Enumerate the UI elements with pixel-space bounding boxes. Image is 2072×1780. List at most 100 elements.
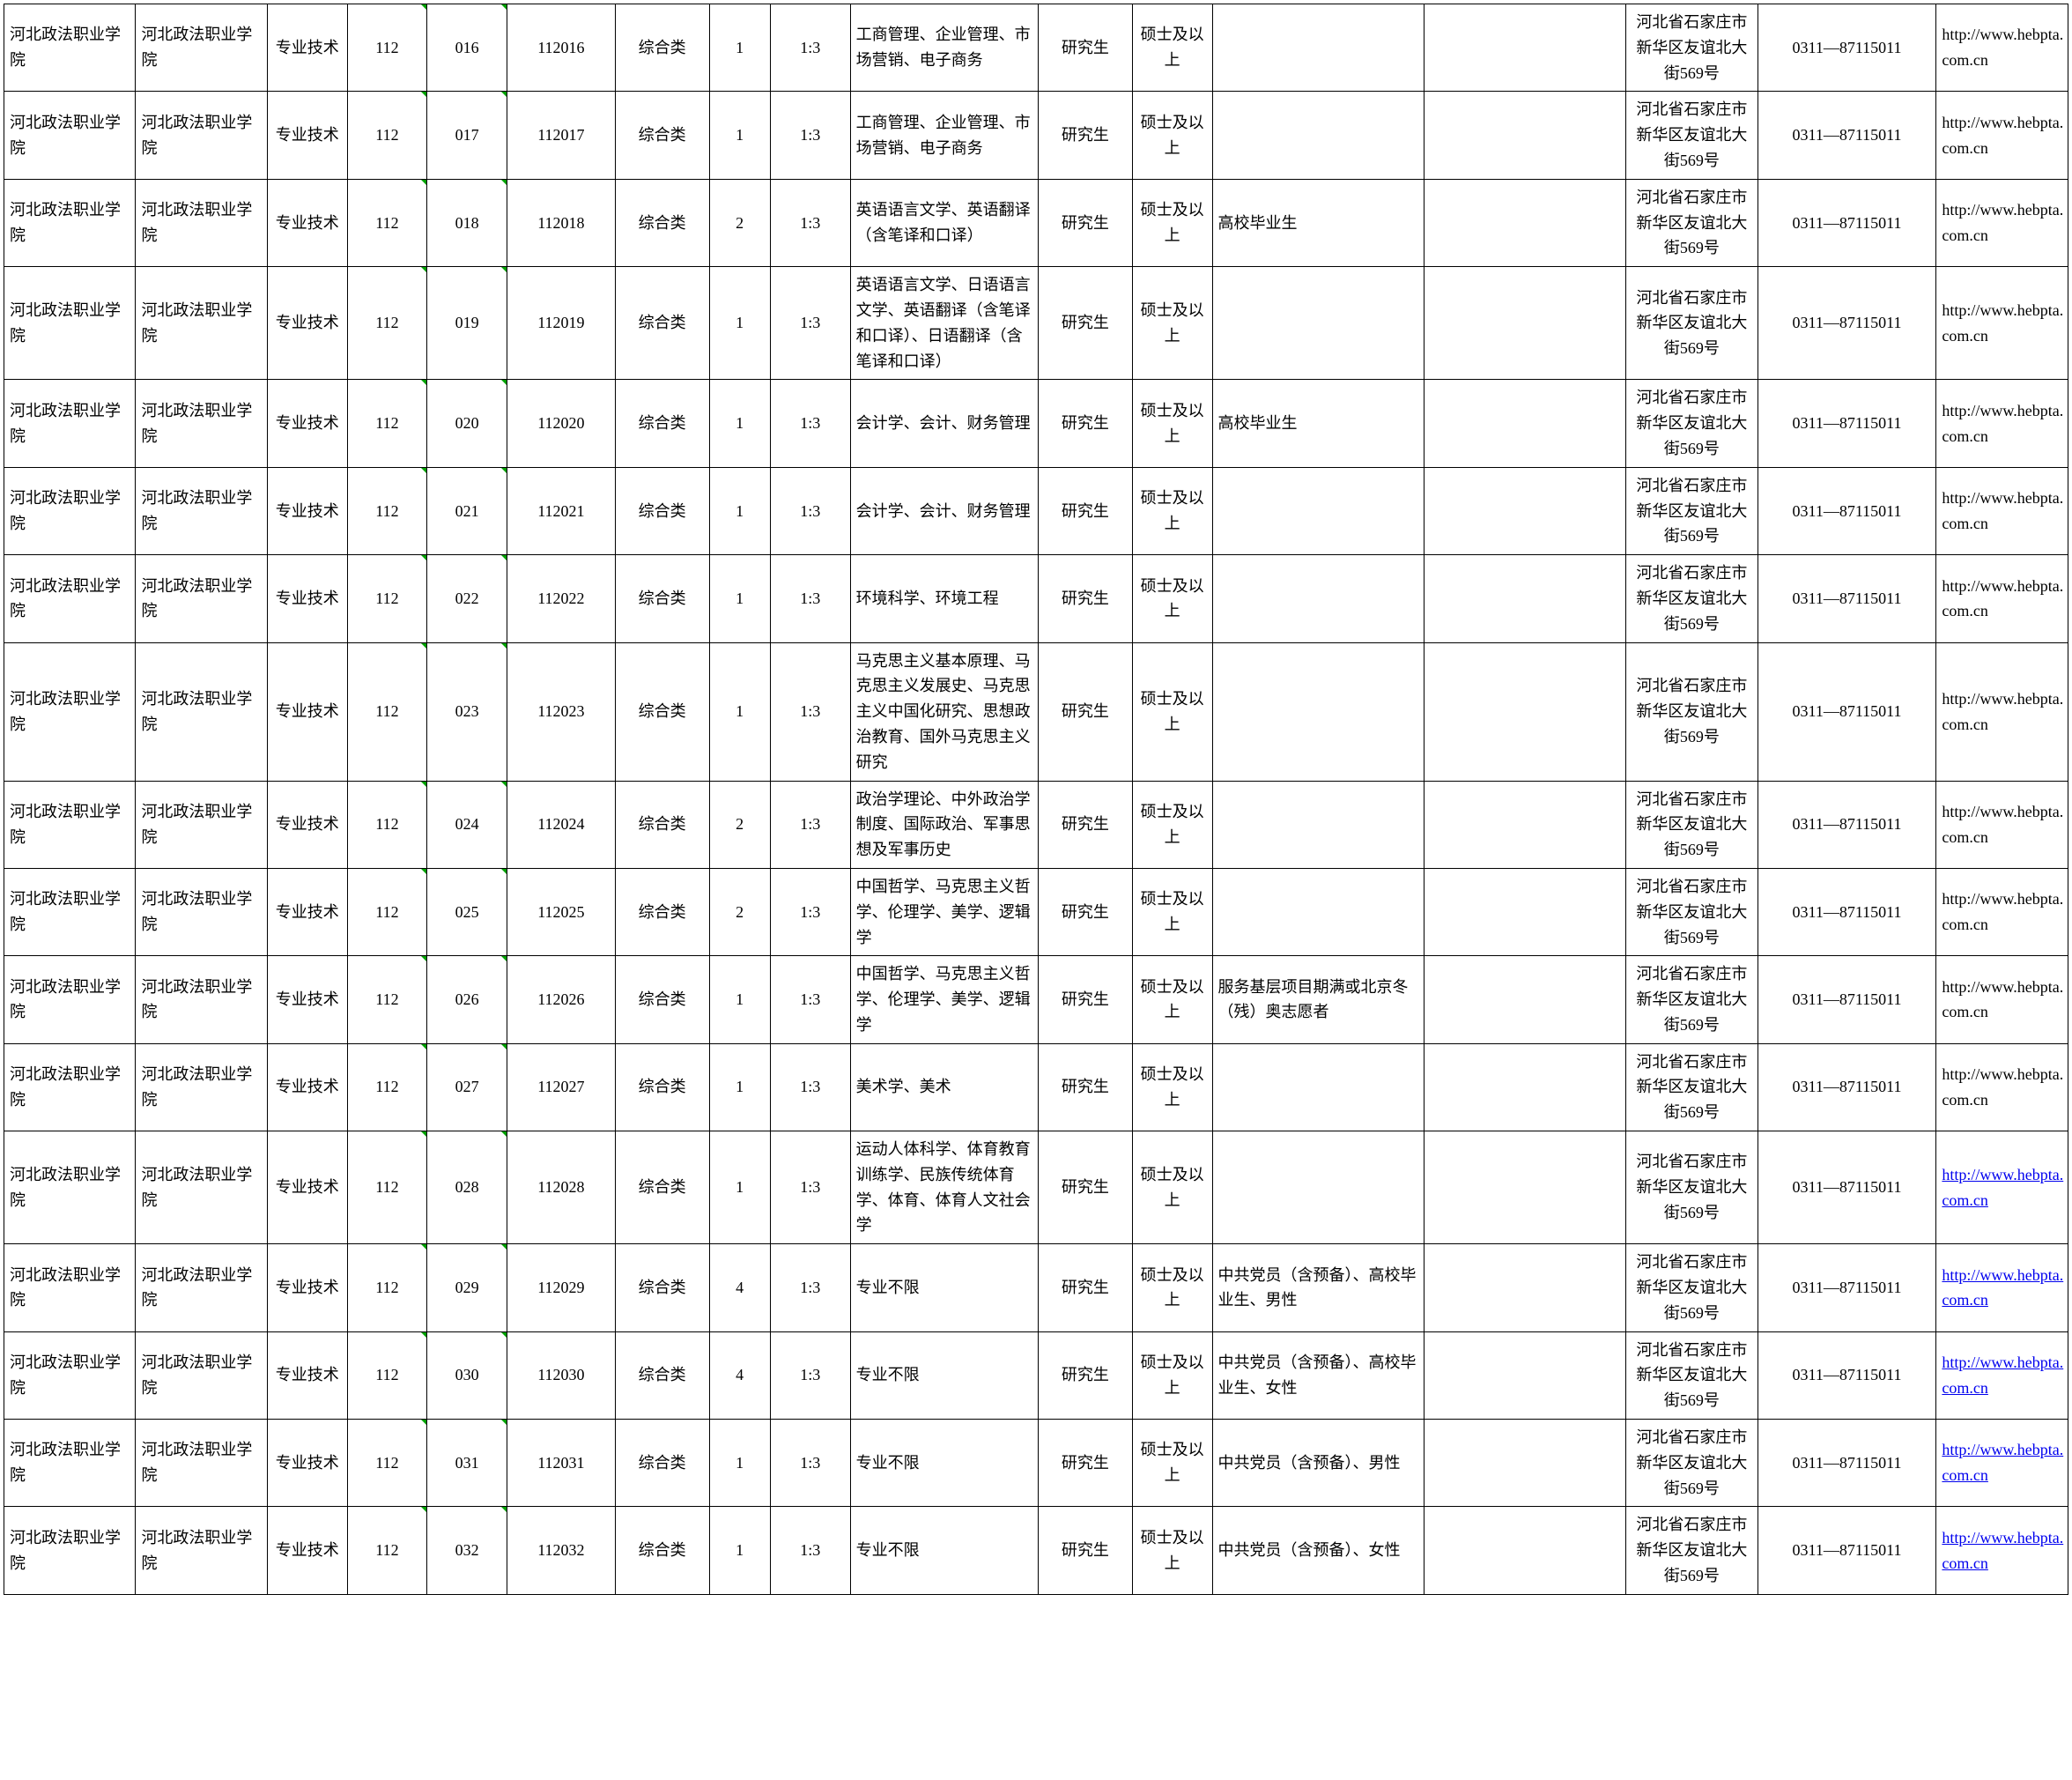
edu-level-cell: 研究生 — [1039, 781, 1133, 868]
degree-cell: 硕士及以上 — [1132, 868, 1212, 955]
url-cell: http://www.hebpta.com.cn — [1936, 1331, 2068, 1419]
phone-cell: 0311—87115011 — [1758, 467, 1936, 554]
phone-cell: 0311—87115011 — [1758, 781, 1936, 868]
ratio-cell: 1:3 — [770, 1131, 850, 1244]
table-row: 河北政法职业学院河北政法职业学院专业技术112018112018综合类21:3英… — [4, 179, 2068, 266]
blank-cell — [1424, 781, 1625, 868]
edu-level-cell: 研究生 — [1039, 267, 1133, 380]
cell-marker-icon — [501, 1131, 507, 1137]
cell-marker-icon — [421, 1131, 426, 1137]
exam-type-cell: 综合类 — [615, 1131, 709, 1244]
cell-marker-icon — [501, 1507, 507, 1512]
phone-cell: 0311—87115011 — [1758, 1043, 1936, 1131]
ratio-cell: 1:3 — [770, 1507, 850, 1594]
pos-code-cell: 031 — [427, 1420, 507, 1507]
blank-cell — [1424, 1331, 1625, 1419]
count-cell: 1 — [709, 1043, 770, 1131]
cell-marker-icon — [421, 4, 426, 10]
address-cell: 河北省石家庄市新华区友谊北大街569号 — [1626, 1331, 1758, 1419]
org-cell: 河北政法职业学院 — [4, 1420, 136, 1507]
blank-cell — [1424, 380, 1625, 467]
req-cell: 高校毕业生 — [1212, 179, 1424, 266]
org-cell: 河北政法职业学院 — [4, 179, 136, 266]
url-cell: http://www.hebpta.com.cn — [1936, 267, 2068, 380]
cell-marker-icon — [421, 1507, 426, 1512]
degree-cell: 硕士及以上 — [1132, 956, 1212, 1043]
org-cell: 河北政法职业学院 — [4, 781, 136, 868]
job-type-cell: 专业技术 — [267, 267, 347, 380]
dept-code-cell: 112 — [347, 956, 427, 1043]
org-cell: 河北政法职业学院 — [4, 642, 136, 781]
url-link[interactable]: http://www.hebpta.com.cn — [1942, 1354, 2063, 1397]
major-cell: 会计学、会计、财务管理 — [850, 380, 1038, 467]
req-cell — [1212, 642, 1424, 781]
major-cell: 会计学、会计、财务管理 — [850, 467, 1038, 554]
cell-marker-icon — [421, 1332, 426, 1338]
url-link[interactable]: http://www.hebpta.com.cn — [1942, 1529, 2063, 1572]
pos-code-cell: 016 — [427, 4, 507, 92]
cell-marker-icon — [421, 782, 426, 787]
edu-level-cell: 研究生 — [1039, 555, 1133, 642]
dept-cell: 河北政法职业学院 — [136, 267, 267, 380]
url-link[interactable]: http://www.hebpta.com.cn — [1942, 1441, 2063, 1484]
address-cell: 河北省石家庄市新华区友谊北大街569号 — [1626, 868, 1758, 955]
degree-cell: 硕士及以上 — [1132, 1331, 1212, 1419]
req-cell: 中共党员（含预备）、男性 — [1212, 1420, 1424, 1507]
address-cell: 河北省石家庄市新华区友谊北大街569号 — [1626, 267, 1758, 380]
exam-type-cell: 综合类 — [615, 1420, 709, 1507]
org-cell: 河北政法职业学院 — [4, 1244, 136, 1331]
full-code-cell: 112028 — [507, 1131, 616, 1244]
org-cell: 河北政法职业学院 — [4, 956, 136, 1043]
dept-code-cell: 112 — [347, 467, 427, 554]
major-cell: 专业不限 — [850, 1420, 1038, 1507]
url-link[interactable]: http://www.hebpta.com.cn — [1942, 1266, 2063, 1309]
phone-cell: 0311—87115011 — [1758, 642, 1936, 781]
count-cell: 1 — [709, 380, 770, 467]
ratio-cell: 1:3 — [770, 1244, 850, 1331]
cell-marker-icon — [501, 782, 507, 787]
dept-cell: 河北政法职业学院 — [136, 1507, 267, 1594]
address-cell: 河北省石家庄市新华区友谊北大街569号 — [1626, 1420, 1758, 1507]
req-cell — [1212, 781, 1424, 868]
job-type-cell: 专业技术 — [267, 642, 347, 781]
exam-type-cell: 综合类 — [615, 1507, 709, 1594]
table-row: 河北政法职业学院河北政法职业学院专业技术112025112025综合类21:3中… — [4, 868, 2068, 955]
table-row: 河北政法职业学院河北政法职业学院专业技术112027112027综合类11:3美… — [4, 1043, 2068, 1131]
cell-marker-icon — [501, 956, 507, 961]
cell-marker-icon — [501, 380, 507, 385]
ratio-cell: 1:3 — [770, 642, 850, 781]
count-cell: 1 — [709, 1507, 770, 1594]
dept-cell: 河北政法职业学院 — [136, 380, 267, 467]
full-code-cell: 112020 — [507, 380, 616, 467]
table-row: 河北政法职业学院河北政法职业学院专业技术112030112030综合类41:3专… — [4, 1331, 2068, 1419]
cell-marker-icon — [421, 869, 426, 874]
cell-marker-icon — [501, 869, 507, 874]
ratio-cell: 1:3 — [770, 1420, 850, 1507]
address-cell: 河北省石家庄市新华区友谊北大街569号 — [1626, 4, 1758, 92]
cell-marker-icon — [501, 1044, 507, 1049]
url-link[interactable]: http://www.hebpta.com.cn — [1942, 1166, 2063, 1209]
full-code-cell: 112016 — [507, 4, 616, 92]
count-cell: 1 — [709, 4, 770, 92]
blank-cell — [1424, 1131, 1625, 1244]
url-cell: http://www.hebpta.com.cn — [1936, 642, 2068, 781]
org-cell: 河北政法职业学院 — [4, 380, 136, 467]
blank-cell — [1424, 267, 1625, 380]
table-row: 河北政法职业学院河北政法职业学院专业技术112019112019综合类11:3英… — [4, 267, 2068, 380]
cell-marker-icon — [421, 92, 426, 97]
req-cell: 中共党员（含预备）、女性 — [1212, 1507, 1424, 1594]
ratio-cell: 1:3 — [770, 4, 850, 92]
phone-cell: 0311—87115011 — [1758, 1131, 1936, 1244]
blank-cell — [1424, 1420, 1625, 1507]
full-code-cell: 112031 — [507, 1420, 616, 1507]
address-cell: 河北省石家庄市新华区友谊北大街569号 — [1626, 642, 1758, 781]
table-row: 河北政法职业学院河北政法职业学院专业技术112016112016综合类11:3工… — [4, 4, 2068, 92]
address-cell: 河北省石家庄市新华区友谊北大街569号 — [1626, 781, 1758, 868]
job-type-cell: 专业技术 — [267, 467, 347, 554]
cell-marker-icon — [421, 956, 426, 961]
cell-marker-icon — [501, 643, 507, 649]
count-cell: 2 — [709, 781, 770, 868]
phone-cell: 0311—87115011 — [1758, 92, 1936, 179]
req-cell — [1212, 267, 1424, 380]
dept-code-cell: 112 — [347, 179, 427, 266]
